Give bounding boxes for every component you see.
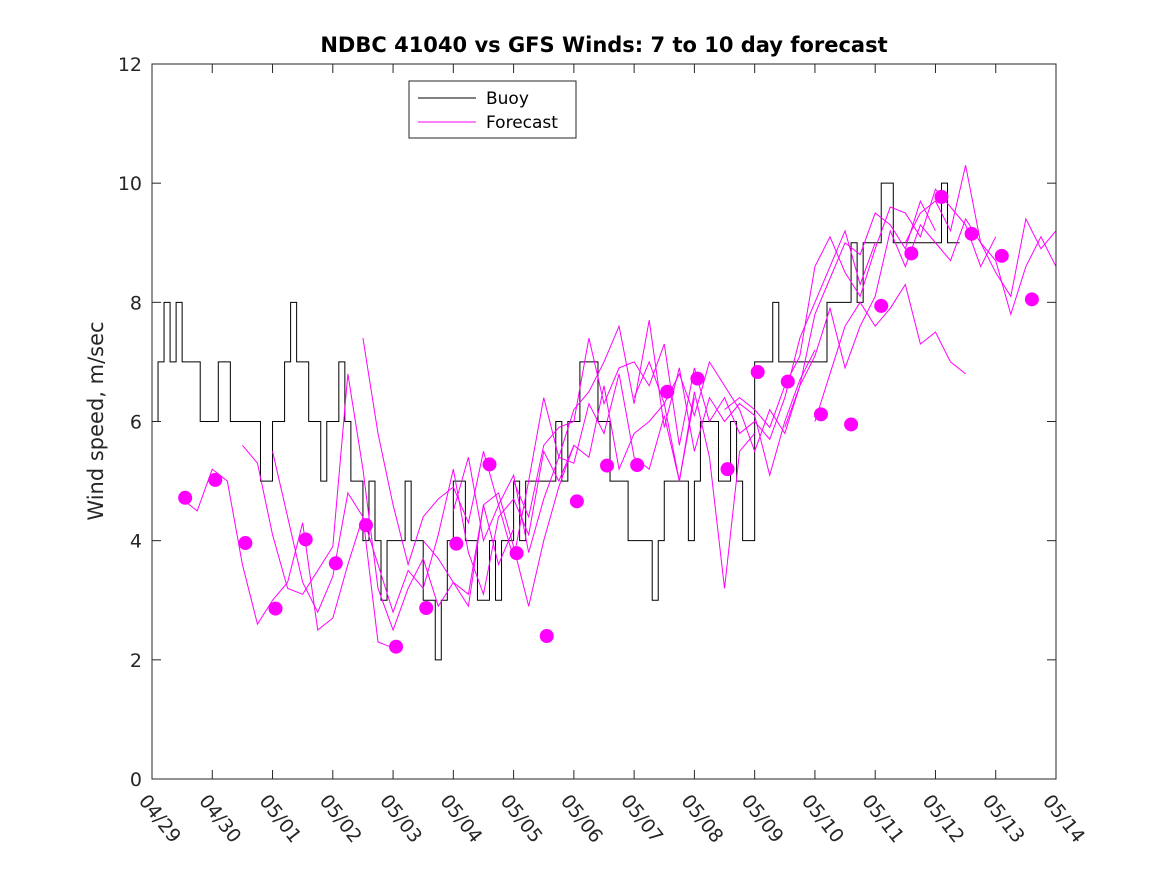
forecast-marker-dot: [328, 556, 343, 571]
chart-title: NDBC 41040 vs GFS Winds: 7 to 10 day for…: [320, 33, 887, 57]
forecast-marker-dot: [569, 494, 584, 509]
y-tick-label: 0: [130, 769, 142, 791]
y-tick-label: 6: [130, 412, 142, 434]
forecast-marker-dot: [539, 629, 554, 643]
y-tick-label: 2: [130, 650, 142, 672]
forecast-marker-dot: [419, 600, 434, 615]
forecast-series-line: [181, 468, 394, 649]
forecast-marker-dot: [268, 601, 283, 616]
y-tick-label: 12: [118, 54, 142, 76]
forecast-marker-dot: [449, 536, 464, 551]
forecast-marker-dot: [482, 457, 497, 472]
series-layer: [152, 165, 1056, 661]
forecast-marker-dot: [600, 458, 615, 473]
legend-label-forecast: Forecast: [486, 113, 558, 133]
forecast-marker-dot: [630, 457, 645, 472]
forecast-marker-dot: [389, 639, 404, 654]
forecast-marker-dot: [994, 248, 1009, 263]
forecast-series-line: [272, 445, 575, 614]
forecast-marker-dot: [844, 417, 859, 432]
forecast-series-line: [242, 373, 515, 632]
forecast-marker-dot: [780, 374, 795, 389]
forecast-marker-dot: [720, 462, 735, 477]
forecast-series-line: [904, 165, 1056, 316]
forecast-marker-dot: [934, 189, 949, 204]
forecast-marker-dot: [208, 472, 223, 487]
forecast-marker-dot: [238, 536, 253, 551]
forecast-marker-dot: [178, 490, 193, 505]
forecast-marker-dot: [660, 384, 675, 399]
marker-layer: [178, 189, 1039, 654]
legend-box: [408, 80, 577, 139]
legend-label-buoy: Buoy: [486, 89, 529, 109]
y-tick-label: 4: [130, 531, 142, 553]
forecast-marker-dot: [750, 365, 765, 380]
forecast-marker-dot: [904, 246, 919, 261]
forecast-marker-dot: [298, 532, 313, 547]
y-tick-label: 10: [118, 173, 142, 195]
forecast-series-line: [784, 217, 1056, 428]
forecast-series-line: [422, 385, 756, 608]
forecast-marker-dot: [813, 407, 828, 422]
y-tick-label: 8: [130, 292, 142, 314]
forecast-marker-dot: [690, 371, 705, 386]
y-axis-ticks: 0 2 4 6 8 10 12: [118, 54, 1056, 791]
forecast-series-line: [724, 188, 997, 429]
forecast-marker-dot: [509, 546, 524, 561]
legend: Buoy Forecast: [408, 80, 577, 139]
forecast-marker-dot: [874, 298, 889, 313]
forecast-marker-dot: [964, 226, 979, 241]
forecast-marker-dot: [1024, 292, 1039, 307]
forecast-series-line: [513, 229, 876, 519]
forecast-series-line: [814, 283, 966, 422]
forecast-marker-dot: [358, 518, 373, 533]
y-axis-label: Wind speed, m/sec: [84, 321, 108, 520]
